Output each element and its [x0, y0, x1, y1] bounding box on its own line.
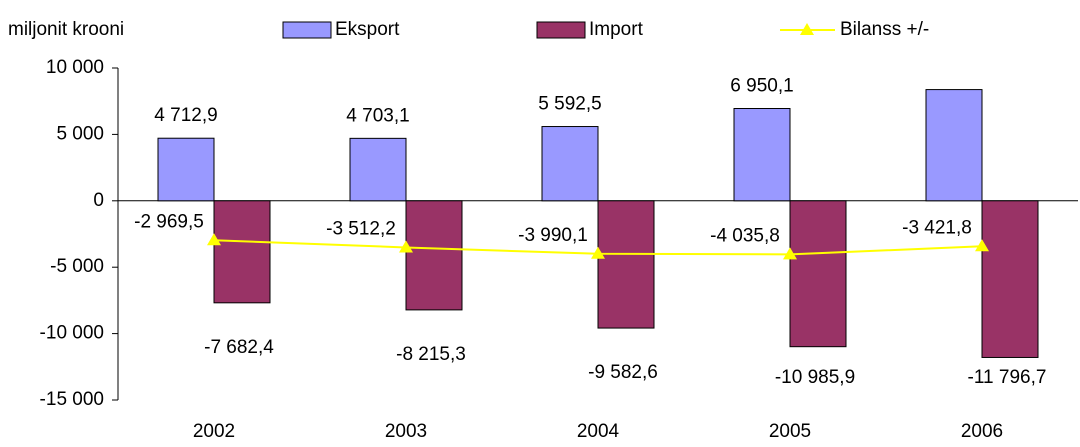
y-tick-label: 10 000: [46, 57, 104, 78]
bar: [405, 200, 463, 311]
line-marker: [399, 240, 413, 253]
data-label: -11 796,7: [968, 367, 1047, 388]
bar: [157, 137, 215, 202]
bar: [597, 200, 655, 329]
line-marker: [783, 247, 797, 260]
data-label: -10 985,9: [775, 367, 855, 388]
bar: [733, 108, 791, 202]
y-tick-label: 5 000: [56, 123, 104, 144]
bar: [789, 200, 847, 348]
legend-label: Bilanss +/-: [840, 19, 929, 40]
data-label: -9 582,6: [588, 362, 658, 383]
y-tick-label: 0: [93, 190, 104, 211]
data-label: 4 703,1: [346, 105, 409, 126]
data-label: -3 512,2: [326, 218, 396, 239]
bar: [925, 89, 983, 202]
data-label: -7 682,4: [204, 337, 274, 358]
legend-swatch: [536, 21, 586, 39]
x-tick-label: 2004: [577, 421, 620, 442]
line-marker: [207, 233, 221, 246]
legend-label: Import: [589, 19, 644, 40]
y-tick-label: -15 000: [40, 389, 104, 410]
bar: [213, 200, 271, 304]
bar: [541, 126, 599, 202]
y-tick-label: -5 000: [50, 256, 104, 277]
x-tick-label: 2002: [193, 421, 235, 442]
data-label: -4 035,8: [710, 225, 780, 246]
y-tick-label: -10 000: [40, 323, 104, 344]
data-label: -2 969,5: [134, 211, 204, 232]
data-label: 6 950,1: [730, 76, 793, 97]
bar: [349, 137, 407, 202]
data-label: -8 215,3: [396, 344, 466, 365]
data-label: -3 421,8: [902, 217, 972, 238]
data-label: 5 592,5: [538, 94, 601, 115]
line-marker: [591, 246, 605, 259]
y-axis-label: miljonit krooni: [8, 19, 124, 40]
data-label: -3 990,1: [518, 225, 588, 246]
data-label: 4 712,9: [154, 105, 217, 126]
x-tick-label: 2003: [385, 421, 427, 442]
legend-swatch: [282, 21, 332, 39]
line-marker: [975, 239, 989, 252]
bar: [981, 200, 1039, 358]
x-tick-label: 2006: [961, 421, 1003, 442]
legend-label: Eksport: [335, 19, 400, 40]
legend-marker: [800, 23, 814, 35]
x-tick-label: 2005: [769, 421, 811, 442]
